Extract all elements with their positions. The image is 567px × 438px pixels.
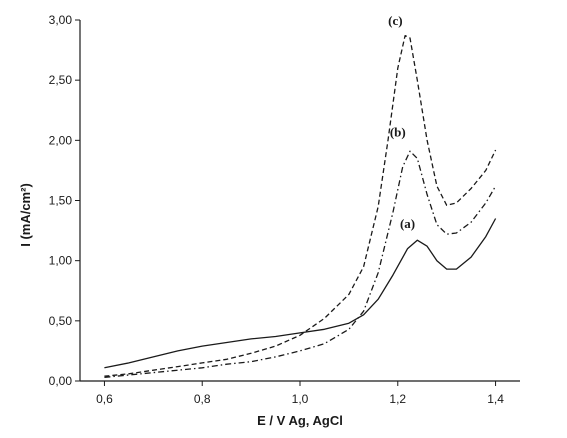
x-tick-label: 0,6 bbox=[96, 392, 113, 406]
x-tick-label: 1,2 bbox=[389, 392, 406, 406]
x-ticks-group: 0,6 0,8 1,0 1,2 1,4 bbox=[96, 381, 504, 406]
y-tick-label: 3,00 bbox=[49, 13, 73, 27]
series-line-a bbox=[104, 218, 497, 369]
y-tick-label: 0,50 bbox=[49, 314, 73, 328]
plot-axes bbox=[79, 20, 520, 382]
curve-labels-group: (a) (b) (c) bbox=[388, 13, 415, 231]
y-ticks-group: 0,00 0,50 1,00 1,50 2,00 2,50 3,00 bbox=[49, 13, 80, 388]
y-tick-label: 0,00 bbox=[49, 374, 73, 388]
curve-label-c: (c) bbox=[388, 13, 402, 28]
y-tick-label: 2,00 bbox=[49, 133, 73, 147]
x-tick-label: 1,4 bbox=[487, 392, 504, 406]
x-axis-title: E / V Ag, AgCl bbox=[257, 413, 343, 428]
series-line-b bbox=[104, 150, 497, 379]
x-tick-label: 0,8 bbox=[194, 392, 211, 406]
y-tick-label: 1,00 bbox=[49, 254, 73, 268]
series-group bbox=[104, 34, 497, 379]
y-tick-label: 1,50 bbox=[49, 194, 73, 208]
curve-label-b: (b) bbox=[390, 125, 406, 140]
curve-label-a: (a) bbox=[400, 216, 415, 231]
y-tick-label: 2,50 bbox=[49, 73, 73, 87]
x-tick-label: 1,0 bbox=[292, 392, 309, 406]
series-line-c bbox=[104, 34, 497, 377]
y-axis-title: I (mA/cm²) bbox=[18, 183, 33, 247]
